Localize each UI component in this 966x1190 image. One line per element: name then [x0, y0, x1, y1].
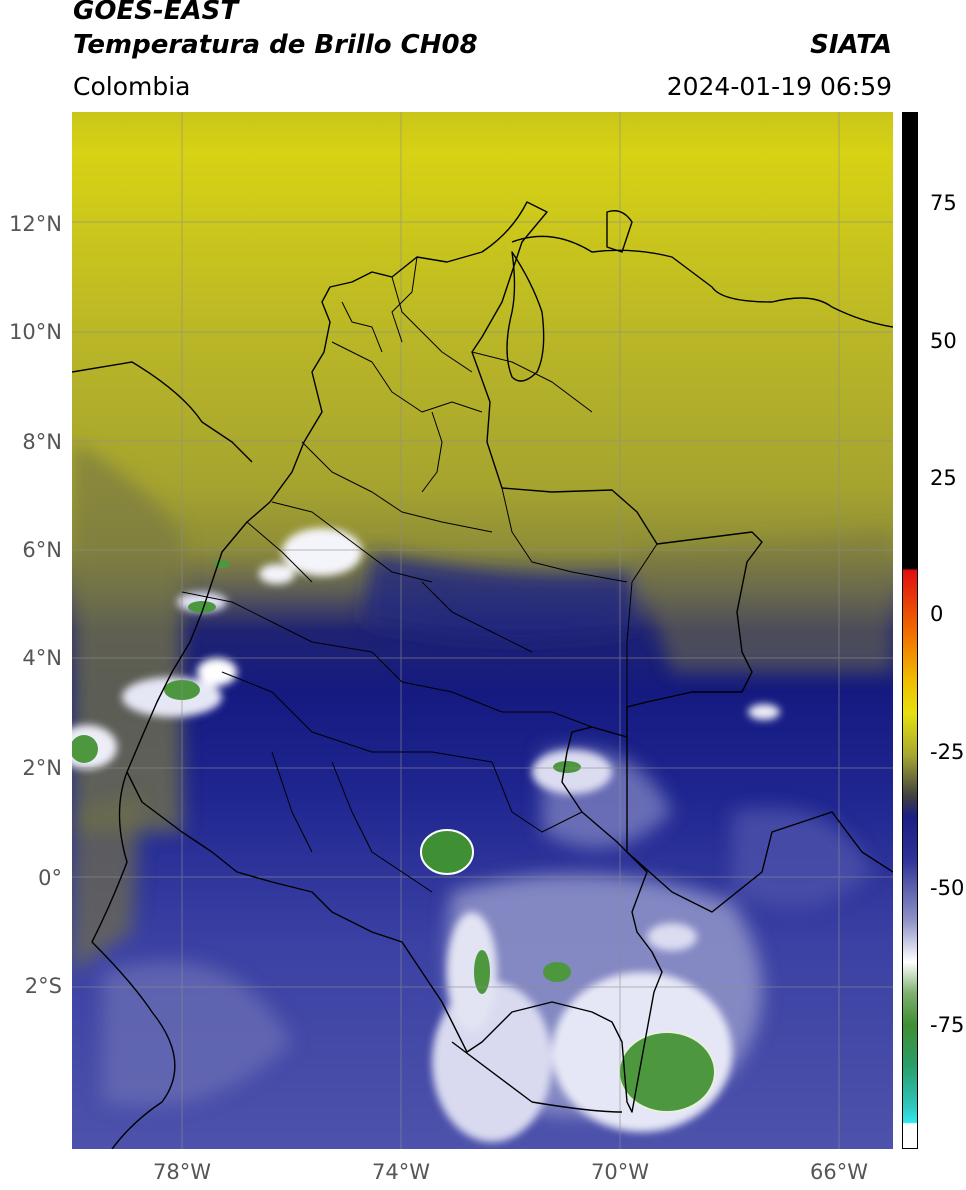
satellite-map[interactable]: [72, 112, 893, 1149]
lat-tick-label: 4°N: [22, 646, 62, 670]
west-coast-line: [72, 361, 253, 463]
lat-tick-label: 10°N: [9, 320, 62, 344]
lat-tick-label: 0°: [38, 866, 62, 890]
lat-tick-label: 6°N: [22, 538, 62, 562]
colorbar-tick-label: 0: [930, 602, 944, 626]
lon-tick-label: 74°W: [372, 1160, 430, 1184]
gridlines: [72, 112, 893, 1149]
lat-tick-label: 2°S: [24, 974, 62, 998]
colorbar-tick-label: -50: [930, 876, 965, 900]
lat-tick-label: 12°N: [9, 212, 62, 236]
venezuela-coast: [511, 235, 893, 328]
satellite-title: GOES-EAST: [73, 0, 239, 26]
peru-brazil: [451, 1041, 623, 1113]
lon-tick-label: 78°W: [153, 1160, 211, 1184]
cold-cloud-tops: [72, 528, 780, 1142]
brand-label: SIATA: [810, 30, 892, 60]
colorbar: [902, 112, 918, 1149]
ecuador-peru: [91, 771, 176, 1149]
lat-tick-label: 2°N: [22, 756, 62, 780]
colorbar-tick-label: 25: [930, 466, 957, 490]
lat-tick-label: 8°N: [22, 430, 62, 454]
lon-tick-label: 70°W: [591, 1160, 649, 1184]
lon-tick-label: 66°W: [810, 1160, 868, 1184]
product-title: Temperatura de Brillo CH08: [73, 30, 478, 60]
lake-maracaibo: [506, 251, 545, 382]
timestamp-label: 2024-01-19 06:59: [666, 72, 892, 101]
paraguana: [606, 210, 633, 253]
borders: [72, 201, 893, 1149]
colorbar-tick-label: -75: [930, 1013, 965, 1037]
brazil-border: [626, 737, 893, 913]
colombia-outline: [126, 201, 763, 1113]
colorbar-tick-label: 50: [930, 329, 957, 353]
colorbar-tick-label: 75: [930, 191, 957, 215]
region-label: Colombia: [73, 72, 191, 101]
colorbar-tick-label: -25: [930, 740, 965, 764]
